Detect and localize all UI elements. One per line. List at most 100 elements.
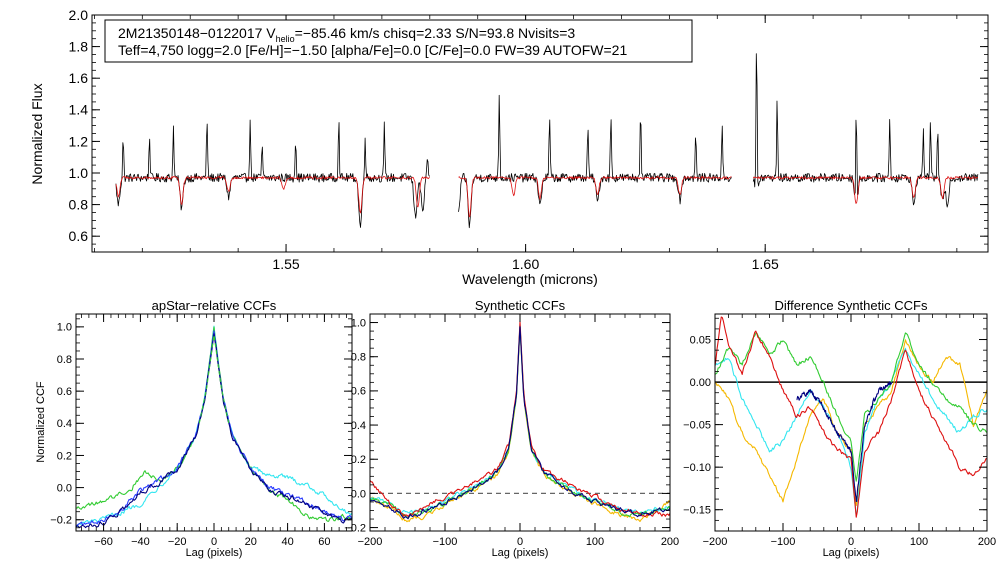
ccf2-xtick-label: 0	[517, 536, 523, 548]
ccf3-ytick-label: −0.15	[683, 505, 711, 517]
ccf1-title: apStar−relative CCFs	[152, 298, 277, 313]
ccf2-xtick-label: 200	[661, 536, 679, 548]
spectrum-xlabel: Wavelength (microns)	[462, 271, 598, 287]
spectrum-xtick-label: 1.55	[272, 256, 299, 272]
ccf1-ticks: −60 −40 −20 0 20 40 60 −0.2 0.0 0.2 0.4 0.6 0.8 1.0	[50, 314, 352, 548]
ccf2-xlabel: Lag (pixels)	[492, 547, 549, 559]
ccf2-ytick-label: 1.0	[351, 317, 366, 329]
ccf2-ytick-label: 0.8	[351, 352, 366, 364]
ccf3-title: Difference Synthetic CCFs	[775, 298, 928, 313]
ccf2-title: Synthetic CCFs	[475, 298, 566, 313]
ccf2-ytick-label: 0.4	[351, 420, 366, 432]
ccf1-xtick-label: 60	[318, 536, 330, 548]
ccf2-ticks: −200 −100 0 100 200 −0.2 0.0 0.2 0.4 0.6 0.8 1.0	[344, 313, 679, 548]
ccf3-xtick-label: −100	[771, 536, 796, 548]
ccf1-xtick-label: −40	[131, 536, 150, 548]
ccf2-series-cyan	[370, 323, 670, 515]
ccf1-series-cyan	[76, 325, 352, 528]
ccf3-xlabel: Lag (pixels)	[823, 547, 880, 559]
ccf1-ytick-label: 0.8	[57, 354, 72, 366]
ccf2-ytick-label: −0.2	[344, 522, 366, 534]
ccf1-ylabel: Normalized CCF	[35, 381, 47, 463]
spectrum-info-line-1: 2M21350148−0122017 Vhelio=−85.46 km/s ch…	[118, 25, 575, 44]
ccf3-ytick-label: 0.05	[690, 334, 711, 346]
ccf1-xtick-label: 20	[245, 536, 257, 548]
ccf3-frame	[714, 313, 988, 532]
ccf1-ytick-label: 1.0	[57, 322, 72, 334]
spectrum-ytick-label: 1.6	[69, 70, 89, 86]
ccf1-series-green	[76, 326, 352, 522]
spectrum-ytick-label: 1.0	[69, 165, 89, 181]
info-line1-suffix: =−85.46 km/s chisq=2.33 S/N=93.8 Nvisits…	[295, 25, 576, 41]
spectrum-ytick-label: 0.8	[69, 197, 89, 213]
ccf1-xtick-label: 40	[281, 536, 293, 548]
spectrum-series-observed-chip-3	[752, 53, 979, 208]
ccf3-xtick-label: 0	[848, 536, 854, 548]
ccf2-xtick-label: 100	[586, 536, 604, 548]
ccf1-xtick-label: 0	[211, 536, 217, 548]
ccf3-xtick-label: 100	[910, 536, 928, 548]
ccf3-ytick-label: 0.00	[690, 377, 711, 389]
ccf2-panel: −200 −100 0 100 200 −0.2 0.0 0.2 0.4 0.6 0.8 1.0 Sy…	[344, 298, 679, 559]
ccf3-xtick-label: 200	[978, 536, 996, 548]
spectrum-info-line-2: Teff=4,750 logg=2.0 [Fe/H]=−1.50 [alpha/…	[118, 42, 627, 58]
ccf1-ytick-label: 0.4	[57, 418, 72, 430]
ccf3-series-red	[715, 316, 987, 518]
ccf2-frame	[369, 313, 671, 532]
spectrum-ytick-label: 1.2	[69, 133, 89, 149]
spectrum-series-model-chip-2	[458, 176, 732, 218]
spectrum-panel: 1.55 1.60 1.65 0.6 0.8 1.0 1.2 1.4 1.6 1.8 2.0 Wav…	[29, 7, 989, 287]
spectrum-series-model-chip-3	[752, 176, 979, 204]
spectrum-ytick-label: 0.6	[69, 228, 89, 244]
ccf1-series-blue	[76, 330, 352, 526]
ccf1-ytick-label: 0.0	[57, 482, 72, 494]
ccf2-series-yellow	[370, 327, 670, 523]
ccf2-xtick-label: −200	[358, 536, 383, 548]
ccf1-ytick-label: −0.2	[50, 515, 72, 527]
ccf2-ytick-label: 0.2	[351, 454, 366, 466]
spectrum-ticks: 1.55 1.60 1.65 0.6 0.8 1.0 1.2 1.4 1.6 1.8 2.0	[69, 7, 988, 272]
ccf2-ytick-label: 0.0	[351, 488, 366, 500]
spectrum-ytick-label: 1.4	[69, 102, 89, 118]
ccf1-xlabel: Lag (pixels)	[186, 547, 243, 559]
ccf2-xtick-label: −100	[433, 536, 458, 548]
ccf2-series-red	[370, 320, 670, 518]
spectrum-series-model-chip-1	[115, 176, 430, 214]
spectrum-ytick-label: 2.0	[69, 7, 89, 23]
spectrum-series-observed-chip-1	[115, 119, 430, 228]
ccf3-series-navy	[796, 381, 893, 503]
ccf3-series-green	[715, 332, 987, 482]
ccf3-series-yellow	[715, 339, 987, 507]
info-line1-prefix: 2M21350148−0122017 V	[118, 25, 276, 41]
info-line1-subscript: helio	[276, 34, 295, 44]
ccf2-series-navy	[370, 326, 670, 520]
spectrum-xtick-label: 1.60	[512, 256, 539, 272]
ccf1-panel: −60 −40 −20 0 20 40 60 −0.2 0.0 0.2 0.4 0.6 0.8 1.0 a…	[35, 298, 353, 559]
ccf3-series-cyan	[715, 347, 987, 517]
ccf3-ytick-label: −0.10	[683, 462, 711, 474]
spectrum-ylabel: Normalized Flux	[29, 83, 45, 184]
spectrum-ytick-label: 1.8	[69, 39, 89, 55]
ccf1-series-navy	[76, 333, 352, 529]
ccf3-ticks: −200 −100 0 100 200 −0.15 −0.10 −0.05 0.00 0.05	[683, 314, 996, 548]
ccf2-series-group	[370, 320, 670, 523]
ccf3-xtick-label: −200	[703, 536, 728, 548]
ccf3-ytick-label: −0.05	[683, 419, 711, 431]
spectrum-series-group	[115, 53, 979, 229]
ccf1-series-group	[76, 325, 352, 529]
spectrum-series-observed-chip-2	[458, 94, 732, 229]
ccf1-xtick-label: −20	[168, 536, 187, 548]
ccf2-series-green	[370, 325, 670, 519]
ccf1-ytick-label: 0.2	[57, 450, 72, 462]
ccf1-ytick-label: 0.6	[57, 386, 72, 398]
ccf3-panel: −200 −100 0 100 200 −0.15 −0.10 −0.05 0.00 0.05 D…	[683, 298, 996, 559]
ccf1-xtick-label: −60	[94, 536, 113, 548]
spectrum-info-box	[104, 19, 693, 63]
ccf2-ytick-label: 0.6	[351, 386, 366, 398]
spectrum-xtick-label: 1.65	[752, 256, 779, 272]
ccf3-series-group	[715, 316, 987, 518]
ccf1-series-dashed	[198, 334, 230, 424]
ccf1-frame	[75, 313, 353, 532]
